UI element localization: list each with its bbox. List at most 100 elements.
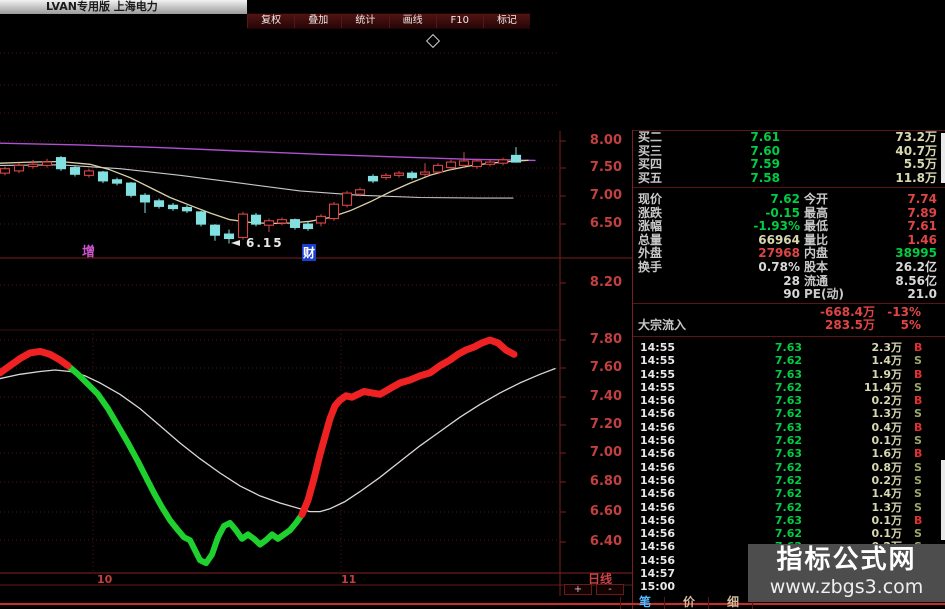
watermark: 指标公式网 www.zbgs3.com [748,544,945,602]
menu-button-2[interactable]: 统计 [341,14,389,28]
menu-button-3[interactable]: 画线 [388,14,436,28]
flow-percent: 5% [900,318,921,332]
tick-time: 14:57 [640,567,676,581]
menu-button-5[interactable]: 标记 [482,14,531,28]
tab-divider [752,597,753,609]
tick-time: 14:56 [640,473,676,487]
stat-value: 38995 [895,246,937,261]
tick-price: 7.63 [774,513,802,527]
tick-time: 15:00 [640,580,676,594]
stat-value: 0.78% [758,259,800,274]
tick-row: 14:56 [632,554,945,567]
stat-value: 7.61 [907,219,937,234]
menu-button-1[interactable]: 叠加 [294,14,342,28]
stat-row: 现价 7.62 今开 7.74 [632,192,945,207]
stat-value: 7.89 [907,205,937,220]
tick-flag: S [914,487,922,501]
tick-time: 14:56 [640,513,676,527]
window-title: LVAN专用版 上海电力 [0,0,247,14]
bid-row: 买三 7.60 40.7万 [632,143,945,159]
stat-label: 总量 [638,232,663,247]
stat-label: PE(动) [804,287,844,302]
period-label[interactable]: 日线 [588,572,613,586]
tick-flag: S [914,380,922,394]
tick-price: 7.62 [774,407,802,421]
tick-price: 7.63 [774,420,802,434]
watermark-url: www.zbgs3.com [769,576,924,598]
menu-button-4[interactable]: F10 [435,14,483,28]
flow-label: 大宗流入 [638,318,687,332]
flow-percent: -13% [887,305,921,319]
tick-volume: 11.4万 [863,380,902,394]
tab-笔[interactable]: 笔 [638,595,651,609]
tick-flag: B [914,341,923,354]
tick-volume: 2.3万 [871,341,903,354]
stat-label: 外盘 [638,246,663,261]
scrollbar-thumb[interactable] [941,460,945,540]
bid-price: 7.59 [750,157,780,171]
tick-row: 14:56 7.62 0.2万 S [632,474,945,487]
zoom-in-button[interactable]: + [564,584,592,595]
tick-volume: 0.1万 [871,513,903,527]
tick-row: 15:00 [632,580,945,593]
stat-value: 90 [783,287,800,302]
tick-price: 7.63 [774,367,802,381]
tick-volume: 1.9万 [871,367,903,381]
stat-value: 28 [783,273,800,288]
tick-price: 7.62 [774,354,802,368]
tick-flag: S [914,434,922,448]
stat-row: 总量 66964 量比 1.46 [632,232,945,248]
stat-label: 最高 [804,205,829,220]
panel-divider [632,336,945,337]
stat-value: 66964 [758,232,800,247]
axis-price-label: 7.00 [589,188,622,203]
tick-flag: S [914,354,922,368]
tick-row: 14:55 7.62 1.4万 S [632,354,945,367]
tick-row: 14:57 [632,567,945,580]
tick-time: 14:55 [640,354,676,368]
stat-label: 涨幅 [638,219,663,234]
menu-bar: 复权 叠加 统计 画线 F10 标记 [247,13,531,29]
tick-volume: 1.4万 [871,354,903,368]
flow-value: -668.4万 [820,305,875,319]
stat-label: 流通 [804,273,829,288]
axis-month-label: 11 [341,573,357,586]
axis-price-label: 7.00 [589,445,622,460]
tick-row: 14:56 7.62 0.1万 S [632,527,945,540]
tick-flag: S [914,460,922,474]
tab-divider [708,597,709,609]
tab-价[interactable]: 价 [682,595,695,609]
bid-queue: 买二 7.61 73.2万 买三 7.60 40.7万 买四 7.59 5.5万 买五 7.58 11… [632,130,945,185]
chart-canvas [0,52,632,596]
bid-label: 买四 [638,157,663,171]
bid-price: 7.60 [750,143,780,158]
bid-volume: 73.2万 [895,130,937,144]
tick-time: 14:56 [640,434,676,448]
menu-button-0[interactable]: 复权 [247,14,295,28]
stat-label: 涨跌 [638,205,663,220]
flow-row: 大宗流入 283.5万 5% [632,319,945,332]
tick-row: 14:56 7.62 1.3万 S [632,501,945,514]
axis-price-label: 7.60 [589,360,622,375]
stat-row: 外盘 27968 内盘 38995 [632,247,945,261]
tick-row: 14:55 7.63 2.3万 B [632,341,945,354]
tab-细[interactable]: 细 [726,595,739,609]
bid-label: 买二 [638,130,663,144]
tick-flag: B [914,420,923,434]
panel-divider [632,187,945,188]
overlay-tag-zeng: 增 [82,245,96,260]
zoom-out-button[interactable]: - [596,584,624,595]
stat-label: 换手 [638,259,663,274]
tick-price: 7.62 [774,380,802,394]
tick-price: 7.62 [774,527,802,541]
bottom-accent-line [0,603,945,605]
tick-price: 7.62 [774,500,802,514]
scrollbar-thumb[interactable] [941,133,945,183]
low-price-annotation: 6.15 [246,236,284,250]
stat-label: 量比 [804,232,829,247]
tick-time: 14:56 [640,487,676,501]
bid-price: 7.61 [750,130,780,144]
tick-time: 14:56 [640,527,676,541]
axis-price-label: 6.50 [589,216,622,231]
flow-row: -668.4万 -13% [632,306,945,319]
